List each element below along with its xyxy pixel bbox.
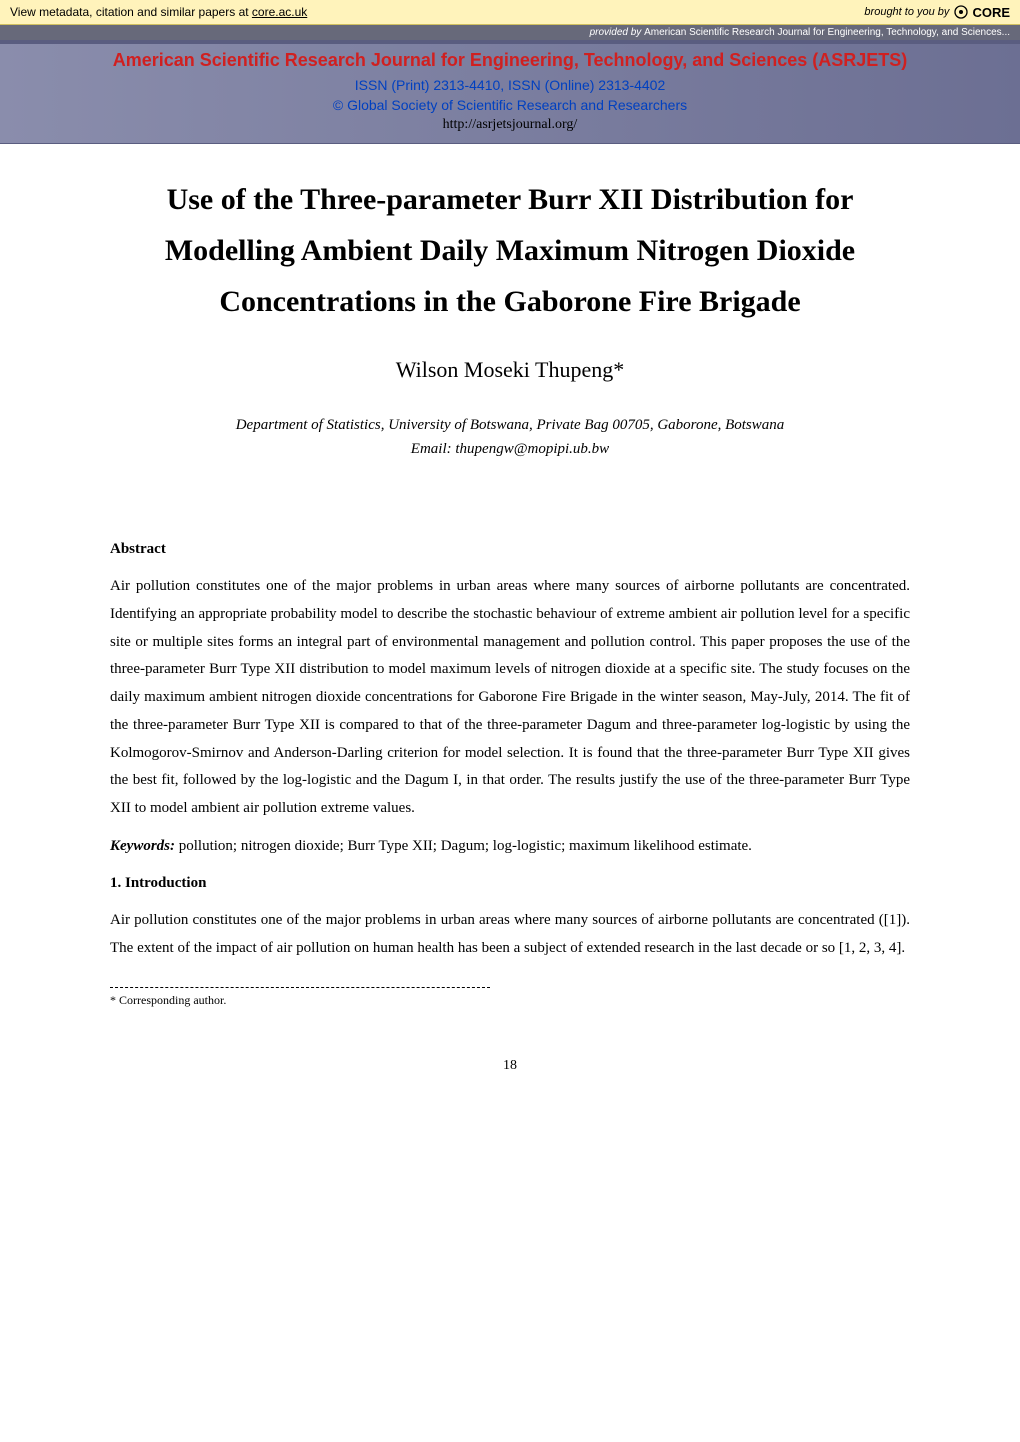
paper-affiliation: Department of Statistics, University of … xyxy=(110,413,910,437)
topbar-prefix: View metadata, citation and similar pape… xyxy=(10,5,252,19)
journal-link[interactable]: http://asrjetsjournal.org/ xyxy=(20,117,1000,133)
introduction-heading: 1. Introduction xyxy=(110,875,910,892)
core-label: CORE xyxy=(972,5,1010,20)
journal-issn: ISSN (Print) 2313-4410, ISSN (Online) 23… xyxy=(20,77,1000,93)
metadata-topbar: View metadata, citation and similar pape… xyxy=(0,0,1020,25)
paper-title: Use of the Three-parameter Burr XII Dist… xyxy=(110,174,910,327)
journal-copyright: © Global Society of Scientific Research … xyxy=(20,97,1000,113)
keywords-line: Keywords: pollution; nitrogen dioxide; B… xyxy=(110,838,910,855)
journal-name: American Scientific Research Journal for… xyxy=(20,50,1000,71)
provided-by-bar: provided by American Scientific Research… xyxy=(0,25,1020,40)
abstract-heading: Abstract xyxy=(110,541,910,558)
provided-by-label: provided by xyxy=(590,27,644,38)
brought-by-label: brought to you by xyxy=(864,6,949,18)
paper-email: Email: thupengw@mopipi.ub.bw xyxy=(110,437,910,461)
topbar-left-text: View metadata, citation and similar pape… xyxy=(10,5,307,19)
journal-header: American Scientific Research Journal for… xyxy=(0,40,1020,144)
introduction-text: Air pollution constitutes one of the maj… xyxy=(110,907,910,963)
abstract-text: Air pollution constitutes one of the maj… xyxy=(110,573,910,823)
corresponding-author-footnote: * Corresponding author. xyxy=(110,993,910,1008)
provided-by-text: American Scientific Research Journal for… xyxy=(644,27,1010,38)
core-link[interactable]: core.ac.uk xyxy=(252,5,307,19)
keywords-text: pollution; nitrogen dioxide; Burr Type X… xyxy=(175,838,752,854)
core-icon xyxy=(953,4,969,20)
page-number: 18 xyxy=(110,1058,910,1074)
paper-author: Wilson Moseki Thupeng* xyxy=(110,357,910,383)
core-logo[interactable]: CORE xyxy=(953,4,1010,20)
footnote-divider xyxy=(110,987,490,988)
topbar-right: brought to you by CORE xyxy=(864,4,1010,20)
keywords-label: Keywords: xyxy=(110,838,175,854)
paper-content: Use of the Three-parameter Burr XII Dist… xyxy=(0,144,1020,1134)
